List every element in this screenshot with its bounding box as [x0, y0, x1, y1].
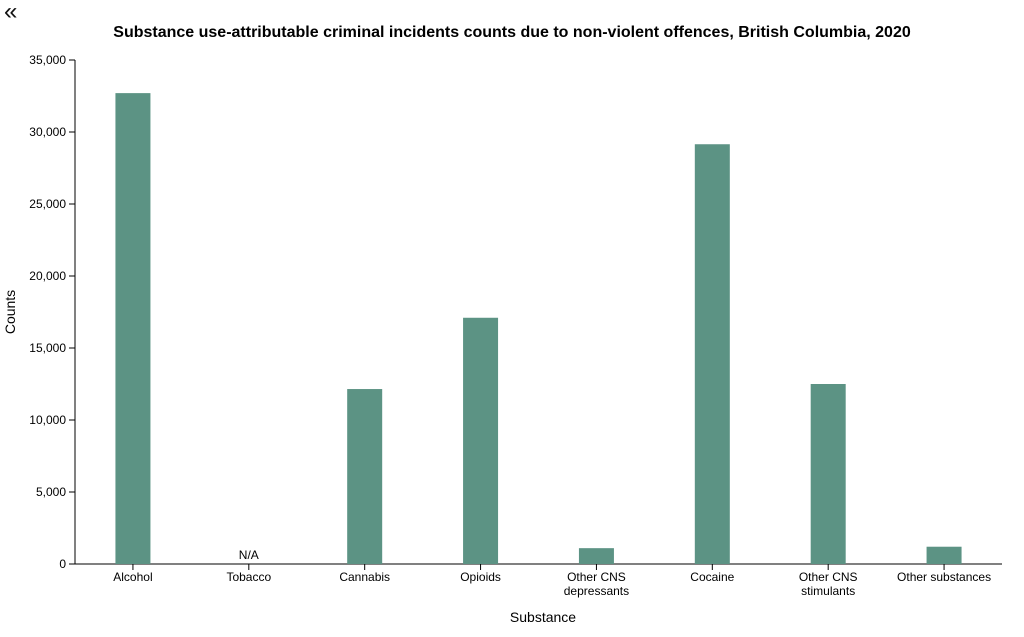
x-tick-label: Other CNS depressants	[564, 570, 629, 598]
x-tick-label: Alcohol	[113, 570, 152, 584]
y-tick-label: 25,000	[29, 197, 66, 211]
bar-cocaine[interactable]	[694, 144, 730, 565]
bar-other-cns-stimulants[interactable]	[810, 384, 846, 564]
x-tick-label: Cannabis	[339, 570, 390, 584]
y-tick-label: 5,000	[36, 485, 66, 499]
y-tick-label: 0	[59, 557, 66, 571]
x-tick-label: Tobacco	[226, 570, 271, 584]
chart-title: Substance use-attributable criminal inci…	[113, 24, 911, 41]
bar-opioids[interactable]	[463, 317, 499, 564]
y-axis-label: Counts	[2, 290, 18, 334]
x-axis-label: Substance	[510, 609, 576, 625]
bar-other-cns-depressants[interactable]	[578, 548, 614, 564]
y-tick-label: 10,000	[29, 413, 66, 427]
bar-other-substances[interactable]	[926, 546, 962, 564]
y-tick-label: 30,000	[29, 125, 66, 139]
missing-value-label: N/A	[239, 548, 259, 562]
bar-alcohol[interactable]	[115, 93, 151, 565]
x-tick-label: Opioids	[460, 570, 501, 584]
bar-cannabis[interactable]	[347, 389, 383, 564]
x-tick-label: Other CNS stimulants	[799, 570, 858, 598]
y-tick-label: 35,000	[29, 53, 66, 67]
y-tick-label: 15,000	[29, 341, 66, 355]
double-chevron-left-icon[interactable]: «	[4, 0, 18, 25]
x-tick-label: Cocaine	[690, 570, 734, 584]
x-tick-label: Other substances	[897, 570, 991, 584]
y-tick-label: 20,000	[29, 269, 66, 283]
